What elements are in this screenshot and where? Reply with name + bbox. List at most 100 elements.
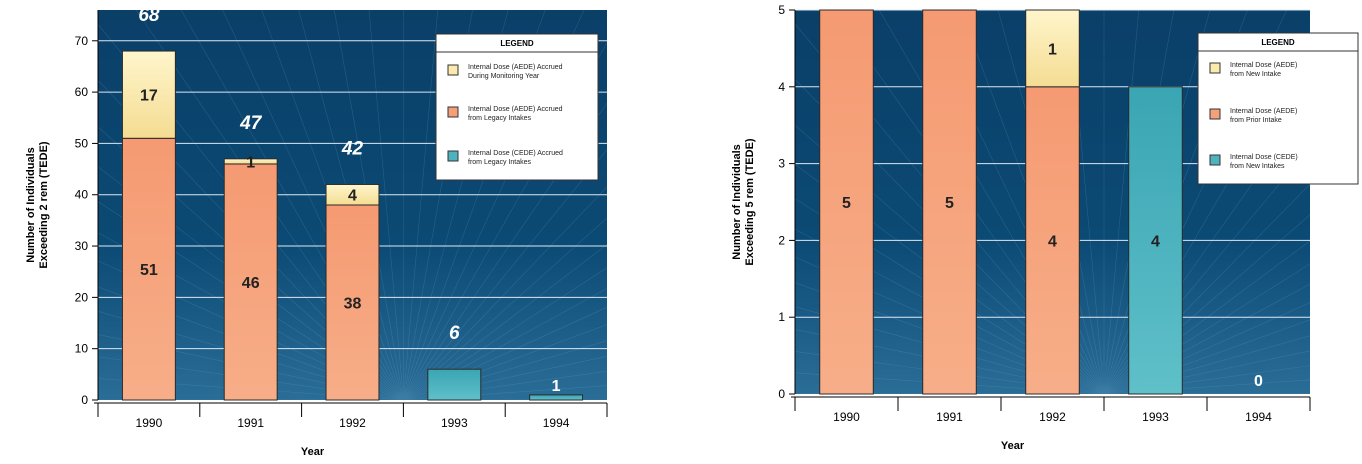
legend-entry-line: During Monitoring Year: [468, 73, 540, 80]
x-tick-label: 1994: [543, 416, 570, 430]
background-ray: [333, 10, 404, 400]
legend-entry-label: Internal Dose (AEDE) Accrued from Legacy …: [468, 106, 563, 122]
x-axis-label: Year: [301, 446, 325, 458]
background-ray: [1103, 379, 1310, 394]
legend-box: [1197, 32, 1359, 185]
legend-swatch: [447, 106, 459, 118]
y-tick-label: 50: [75, 136, 89, 150]
legend-entry-line: Internal Dose (CEDE) Accrued: [468, 150, 563, 157]
x-tick-label: 1994: [1245, 410, 1272, 424]
legend-entry-line: from Legacy Intakes: [468, 115, 532, 122]
segment-label: 5: [842, 195, 851, 212]
legend-entry-line: from New Intakes: [1230, 163, 1285, 170]
x-tick-label: 1990: [136, 416, 163, 430]
legend-entry-line: from Legacy Intakes: [468, 159, 532, 166]
legend-entry-label: Internal Dose (CEDE) Accrued from Legacy …: [468, 150, 563, 166]
bar-segment: [223, 158, 278, 165]
background-ray: [1103, 350, 1310, 394]
legend-swatch: [1209, 154, 1221, 166]
bar-segment: [427, 368, 482, 401]
segment-label: 1: [246, 154, 255, 171]
segment-label: 1: [1048, 41, 1057, 58]
y-tick-label: 70: [75, 34, 89, 48]
y-tick-label: 5: [778, 3, 785, 17]
background-ray: [403, 385, 607, 400]
background-ray: [98, 378, 404, 400]
bar-segment: [121, 50, 176, 139]
x-tick-label: 1992: [1039, 410, 1066, 424]
segment-label: 0: [1254, 373, 1263, 390]
segment-label: 5: [945, 195, 954, 212]
total-label: 42: [341, 138, 364, 159]
total-label: 68: [138, 5, 160, 26]
segment-label: 4: [348, 188, 357, 205]
legend-entry-label: Internal Dose (CEDE) from New Intakes: [1230, 154, 1298, 170]
bar-segment: [325, 204, 380, 401]
legend-entry-label: Internal Dose (AEDE) from Prior Intake: [1230, 108, 1297, 124]
y-axis-label: Number of IndividualsExceeding 2 rem (TE…: [25, 141, 50, 268]
y-tick-label: 1: [778, 310, 785, 324]
background-ray: [795, 306, 1105, 394]
legend-swatch: [1209, 108, 1221, 120]
y-tick-label: 3: [778, 157, 785, 171]
x-tick-label: 1991: [936, 410, 963, 424]
y-axis-label-line: Exceeding 2 rem (TEDE): [38, 141, 50, 268]
y-axis-label-line: Exceeding 5 rem (TEDE): [744, 138, 756, 265]
y-axis-label: Number of IndividualsExceeding 5 rem (TE…: [731, 138, 756, 265]
bar-segment: [922, 9, 977, 395]
background-ray: [403, 10, 439, 400]
background-ray: [368, 10, 404, 400]
legend-entry-line: Internal Dose (CEDE): [1230, 154, 1298, 161]
y-axis-label-line: Number of Individuals: [731, 144, 743, 260]
segment-label: 4: [1048, 233, 1057, 250]
bar-segment: [529, 394, 584, 401]
background-ray: [98, 310, 404, 400]
total-label: 6: [449, 323, 460, 344]
legend-title: LEGEND: [500, 39, 534, 48]
bar-segment: [819, 9, 874, 395]
total-label: 47: [239, 113, 263, 134]
y-tick-label: 40: [75, 188, 89, 202]
background-ray: [1103, 302, 1310, 394]
legend-entry-line: from Prior Intake: [1230, 117, 1282, 124]
background-ray: [403, 244, 607, 400]
bar-segment: [121, 137, 176, 401]
legend-entry-line: Internal Dose (AEDE) Accrued: [468, 106, 563, 113]
y-tick-label: 2: [778, 233, 785, 247]
y-tick-label: 0: [81, 393, 88, 407]
background-ray: [795, 372, 1105, 394]
background-ray: [1103, 283, 1310, 394]
background-ray: [403, 340, 607, 400]
segment-label: 51: [140, 262, 158, 279]
chart-1: 0 10 20 30 40 50 60 70 1990 1991 1992 1993 1994 Year N…: [25, 5, 608, 458]
background-ray: [403, 355, 607, 400]
legend-swatch: [447, 150, 459, 162]
legend-entry-line: Internal Dose (AEDE) Accrued: [468, 64, 563, 71]
background-ray: [403, 267, 607, 400]
segment-label: 46: [242, 275, 260, 292]
x-axis-label: Year: [1001, 440, 1025, 452]
background-ray: [795, 282, 1105, 394]
total-label: 1: [552, 378, 561, 395]
legend-swatch: [1209, 62, 1221, 74]
chart-2: 0 1 2 3 4 5 1990 1991 1992 1993 1994 Year Number of …: [731, 3, 1359, 452]
background-ray: [403, 217, 607, 400]
y-tick-label: 4: [778, 80, 785, 94]
bar-segment: [1128, 86, 1183, 395]
background-ray: [403, 186, 607, 400]
background-ray: [1103, 365, 1310, 394]
legend-entry-line: Internal Dose (AEDE): [1230, 108, 1297, 115]
y-axis-label-line: Number of Individuals: [25, 147, 37, 263]
y-tick-label: 60: [75, 85, 89, 99]
y-tick-label: 10: [75, 342, 89, 356]
legend-title: LEGEND: [1261, 38, 1295, 47]
bar-segment: [325, 183, 380, 206]
background-ray: [1103, 263, 1310, 394]
legend-entry-line: Internal Dose (AEDE): [1230, 62, 1297, 69]
bar-segment: [1025, 86, 1080, 395]
y-tick-label: 0: [778, 387, 785, 401]
segment-label: 38: [344, 296, 362, 313]
background-ray: [795, 329, 1105, 394]
segment-label: 17: [140, 88, 158, 105]
background-ray: [98, 356, 404, 400]
